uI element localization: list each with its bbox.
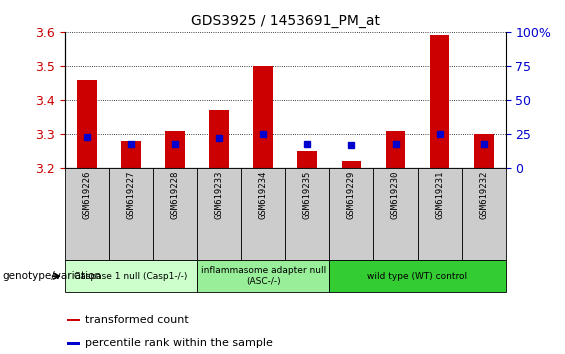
Bar bbox=[77, 80, 97, 168]
Bar bbox=[429, 35, 450, 168]
Bar bbox=[197, 168, 241, 260]
Bar bbox=[109, 168, 153, 260]
Bar bbox=[253, 66, 273, 168]
Bar bbox=[67, 342, 80, 345]
Title: GDS3925 / 1453691_PM_at: GDS3925 / 1453691_PM_at bbox=[191, 14, 380, 28]
Text: transformed count: transformed count bbox=[85, 315, 189, 325]
Text: inflammasome adapter null
(ASC-/-): inflammasome adapter null (ASC-/-) bbox=[201, 267, 326, 286]
Text: GSM619232: GSM619232 bbox=[479, 171, 488, 219]
Text: GSM619235: GSM619235 bbox=[303, 171, 312, 219]
Bar bbox=[297, 151, 318, 168]
Bar bbox=[418, 168, 462, 260]
Bar bbox=[153, 168, 197, 260]
Bar bbox=[121, 141, 141, 168]
Text: GSM619227: GSM619227 bbox=[127, 171, 136, 219]
Bar bbox=[329, 168, 373, 260]
Bar bbox=[165, 131, 185, 168]
Bar bbox=[473, 134, 494, 168]
Bar bbox=[462, 168, 506, 260]
Text: GSM619234: GSM619234 bbox=[259, 171, 268, 219]
Text: percentile rank within the sample: percentile rank within the sample bbox=[85, 338, 273, 348]
Bar bbox=[65, 168, 109, 260]
Text: GSM619226: GSM619226 bbox=[82, 171, 92, 219]
Text: genotype/variation: genotype/variation bbox=[3, 271, 102, 281]
Text: GSM619233: GSM619233 bbox=[215, 171, 224, 219]
Text: GSM619229: GSM619229 bbox=[347, 171, 356, 219]
Bar bbox=[373, 168, 418, 260]
Text: GSM619228: GSM619228 bbox=[171, 171, 180, 219]
Bar bbox=[67, 319, 80, 321]
Bar bbox=[241, 168, 285, 260]
Text: GSM619230: GSM619230 bbox=[391, 171, 400, 219]
Bar bbox=[385, 131, 406, 168]
Text: GSM619231: GSM619231 bbox=[435, 171, 444, 219]
Text: wild type (WT) control: wild type (WT) control bbox=[367, 272, 468, 281]
Bar bbox=[329, 260, 506, 292]
Text: Caspase 1 null (Casp1-/-): Caspase 1 null (Casp1-/-) bbox=[75, 272, 188, 281]
Bar bbox=[341, 161, 362, 168]
Bar bbox=[197, 260, 329, 292]
Bar bbox=[65, 260, 197, 292]
Bar bbox=[209, 110, 229, 168]
Bar bbox=[285, 168, 329, 260]
